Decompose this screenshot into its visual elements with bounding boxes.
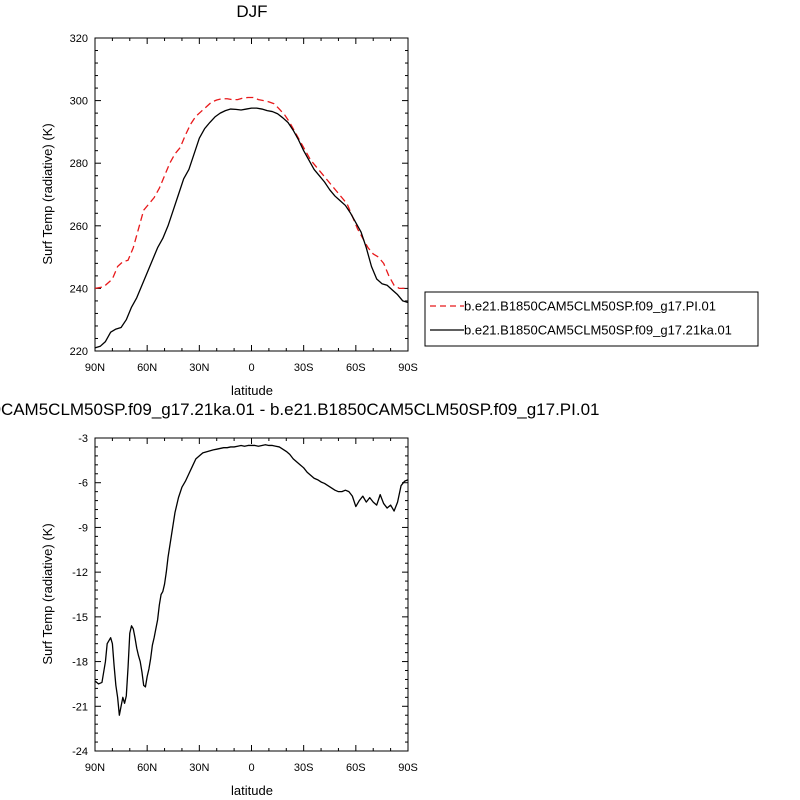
top-plot-ytick-label: 280: [70, 158, 88, 170]
top-plot-xtick-label: 30N: [189, 362, 209, 374]
top-plot-series-line-1: [94, 107, 409, 349]
bottom-plot-ticks: [94, 437, 409, 752]
top-plot-xtick-label: 60S: [346, 362, 366, 374]
top-plot-ticks: [94, 37, 409, 352]
bottom-plot-ytick-label: -15: [72, 612, 88, 624]
bottom-plot-title: b.e21.B1850CAM5CLM50SP.f09_g17.21ka.01 -…: [0, 400, 599, 419]
bottom-plot-ytick-label: -6: [78, 478, 88, 490]
bottom-plot-ytick-label: -18: [72, 657, 88, 669]
top-plot-xtick-label: 90S: [398, 362, 418, 374]
top-plot-ylabel: Surf Temp (radiative) (K): [40, 123, 55, 264]
bottom-plot-xtick-label: 90S: [398, 762, 418, 774]
top-plot-ytick-label: 260: [70, 221, 88, 233]
top-plot: DJF 90N 60N 30N 0 30S 60S 90S 220 240 260 280 300 32…: [40, 2, 418, 398]
top-plot-frame: [94, 37, 409, 352]
bottom-plot-frame: [94, 437, 409, 752]
top-plot-ytick-label: 320: [70, 33, 88, 45]
top-plot-ytick-label: 240: [70, 283, 88, 295]
legend: b.e21.B1850CAM5CLM50SP.f09_g17.PI.01 b.e…: [424, 291, 759, 347]
bottom-plot-tick-labels: 90N 60N 30N 0 30S 60S 90S -24 -21 -18 -15 -12 -9 -6 -3: [72, 433, 418, 774]
top-plot-xtick-label: 30S: [294, 362, 314, 374]
bottom-plot-series-line-0: [94, 444, 409, 716]
bottom-plot-ytick-label: -3: [78, 433, 88, 445]
bottom-plot: b.e21.B1850CAM5CLM50SP.f09_g17.21ka.01 -…: [0, 400, 599, 798]
bottom-plot-xtick-label: 60S: [346, 762, 366, 774]
top-plot-ytick-label: 220: [70, 346, 88, 358]
top-plot-xtick-label: 90N: [85, 362, 105, 374]
bottom-plot-xtick-label: 30N: [189, 762, 209, 774]
top-plot-xtick-label: 60N: [137, 362, 157, 374]
bottom-plot-ytick-label: -12: [72, 567, 88, 579]
bottom-plot-xtick-label: 30S: [294, 762, 314, 774]
top-plot-xlabel: latitude: [231, 383, 273, 398]
top-plot-tick-labels: 90N 60N 30N 0 30S 60S 90S 220 240 260 280 300 320: [70, 33, 418, 374]
bottom-plot-xtick-label: 0: [248, 762, 254, 774]
bottom-plot-xlabel: latitude: [231, 783, 273, 798]
top-plot-xtick-label: 0: [248, 362, 254, 374]
top-plot-series-line-0: [94, 96, 408, 290]
legend-label-21ka: b.e21.B1850CAM5CLM50SP.f09_g17.21ka.01: [464, 323, 732, 338]
legend-box: [424, 291, 759, 347]
bottom-plot-series: [94, 444, 409, 716]
bottom-plot-xtick-label: 60N: [137, 762, 157, 774]
bottom-plot-xtick-label: 90N: [85, 762, 105, 774]
bottom-plot-ylabel: Surf Temp (radiative) (K): [40, 523, 55, 664]
top-plot-series: [94, 96, 409, 349]
bottom-plot-ytick-label: -21: [72, 701, 88, 713]
top-plot-ytick-label: 300: [70, 96, 88, 108]
top-plot-title: DJF: [236, 2, 267, 21]
bottom-plot-ytick-label: -24: [72, 746, 88, 758]
bottom-plot-ytick-label: -9: [78, 522, 88, 534]
legend-label-pi: b.e21.B1850CAM5CLM50SP.f09_g17.PI.01: [464, 299, 716, 314]
